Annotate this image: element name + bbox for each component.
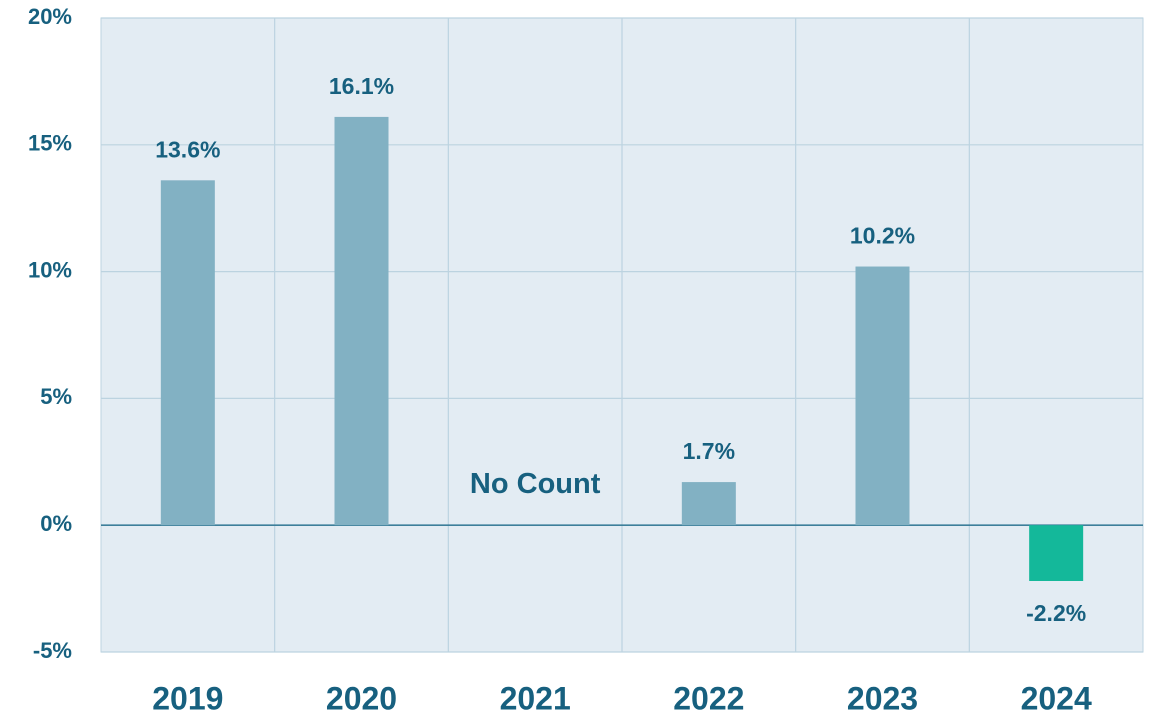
x-tick-label: 2020 (326, 680, 397, 716)
value-label: 13.6% (155, 136, 220, 162)
x-tick-label: 2021 (500, 680, 571, 716)
bar (855, 266, 910, 526)
bar (334, 116, 389, 526)
y-tick-label: 0% (40, 511, 72, 536)
value-label: 1.7% (683, 438, 735, 464)
y-tick-label: 5% (40, 384, 72, 409)
value-label: -2.2% (1026, 600, 1086, 626)
value-label: 10.2% (850, 223, 915, 249)
bar (681, 482, 736, 526)
y-tick-label: 10% (28, 257, 72, 282)
x-tick-label: 2019 (152, 680, 223, 716)
x-tick-label: 2024 (1021, 680, 1092, 716)
y-tick-label: 20% (28, 4, 72, 29)
annotation: No Count (470, 468, 601, 500)
bar (160, 180, 215, 526)
y-tick-label: 15% (28, 131, 72, 156)
x-tick-label: 2022 (673, 680, 744, 716)
y-tick-label: -5% (33, 638, 72, 663)
bar (1029, 525, 1084, 581)
value-label: 16.1% (329, 73, 394, 99)
x-tick-label: 2023 (847, 680, 918, 716)
